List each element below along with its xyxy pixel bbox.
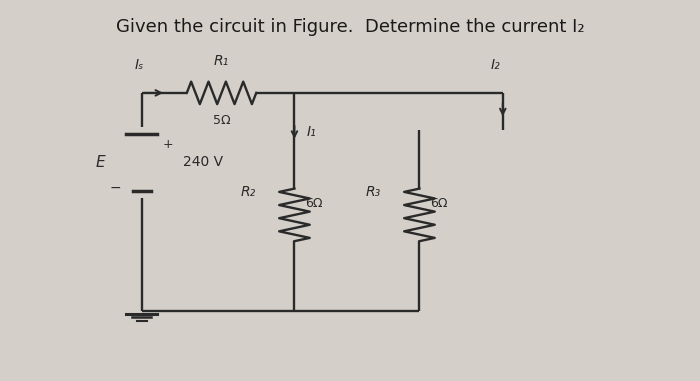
Text: I₁: I₁ xyxy=(307,125,316,139)
Text: 6Ω: 6Ω xyxy=(430,197,447,210)
Text: 5Ω: 5Ω xyxy=(213,114,230,126)
Text: I₂: I₂ xyxy=(491,58,500,72)
Text: E: E xyxy=(95,155,105,170)
Text: +: + xyxy=(162,138,173,151)
Text: 240 V: 240 V xyxy=(183,155,223,169)
Text: Iₛ: Iₛ xyxy=(134,58,144,72)
Text: 6Ω: 6Ω xyxy=(305,197,323,210)
Text: −: − xyxy=(109,181,121,195)
Text: R₂: R₂ xyxy=(241,186,256,199)
Text: R₃: R₃ xyxy=(366,186,382,199)
Text: R₁: R₁ xyxy=(214,54,229,69)
Text: Given the circuit in Figure.  Determine the current I₂: Given the circuit in Figure. Determine t… xyxy=(116,18,584,36)
